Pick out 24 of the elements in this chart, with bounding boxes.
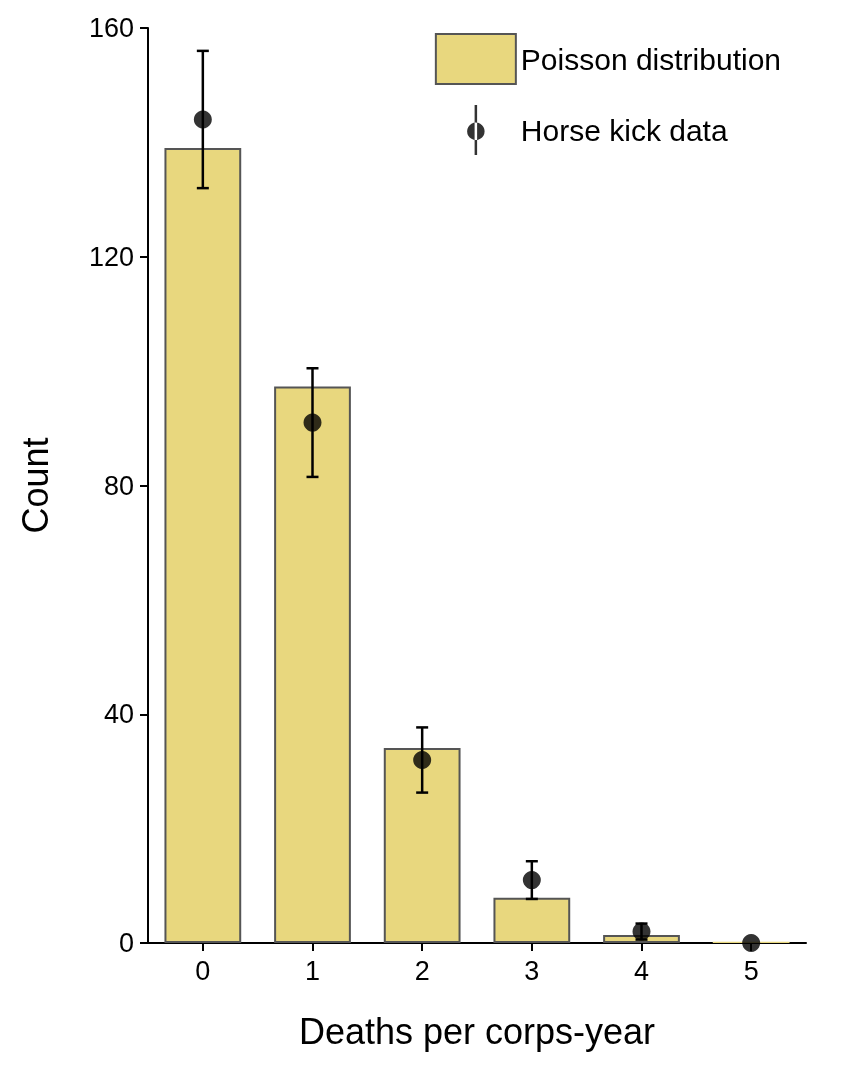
y-tick-label: 0 <box>118 928 134 958</box>
y-tick-label: 160 <box>88 13 134 43</box>
legend-label: Poisson distribution <box>520 42 782 76</box>
point <box>303 413 322 432</box>
bar <box>493 897 571 943</box>
y-tick-label: 40 <box>103 699 134 730</box>
x-tick-label: 5 <box>743 955 759 986</box>
x-tick-label: 4 <box>633 955 650 986</box>
x-tick-label: 0 <box>195 955 211 986</box>
point <box>742 934 761 952</box>
y-tick-label: 120 <box>88 241 134 272</box>
bar <box>274 386 351 943</box>
legend-label: Horse kick data <box>520 113 728 147</box>
point <box>522 871 541 890</box>
y-tick-label: 80 <box>103 470 134 501</box>
x-axis-title: Deaths per corps-year <box>298 1010 656 1052</box>
x-tick-label: 3 <box>524 955 540 986</box>
point <box>193 110 212 129</box>
x-tick-label: 1 <box>304 955 321 986</box>
x-tick-label: 2 <box>414 955 430 986</box>
point <box>413 751 432 769</box>
y-axis-title: Count <box>14 437 56 534</box>
bar <box>164 148 242 943</box>
bar <box>383 747 461 943</box>
